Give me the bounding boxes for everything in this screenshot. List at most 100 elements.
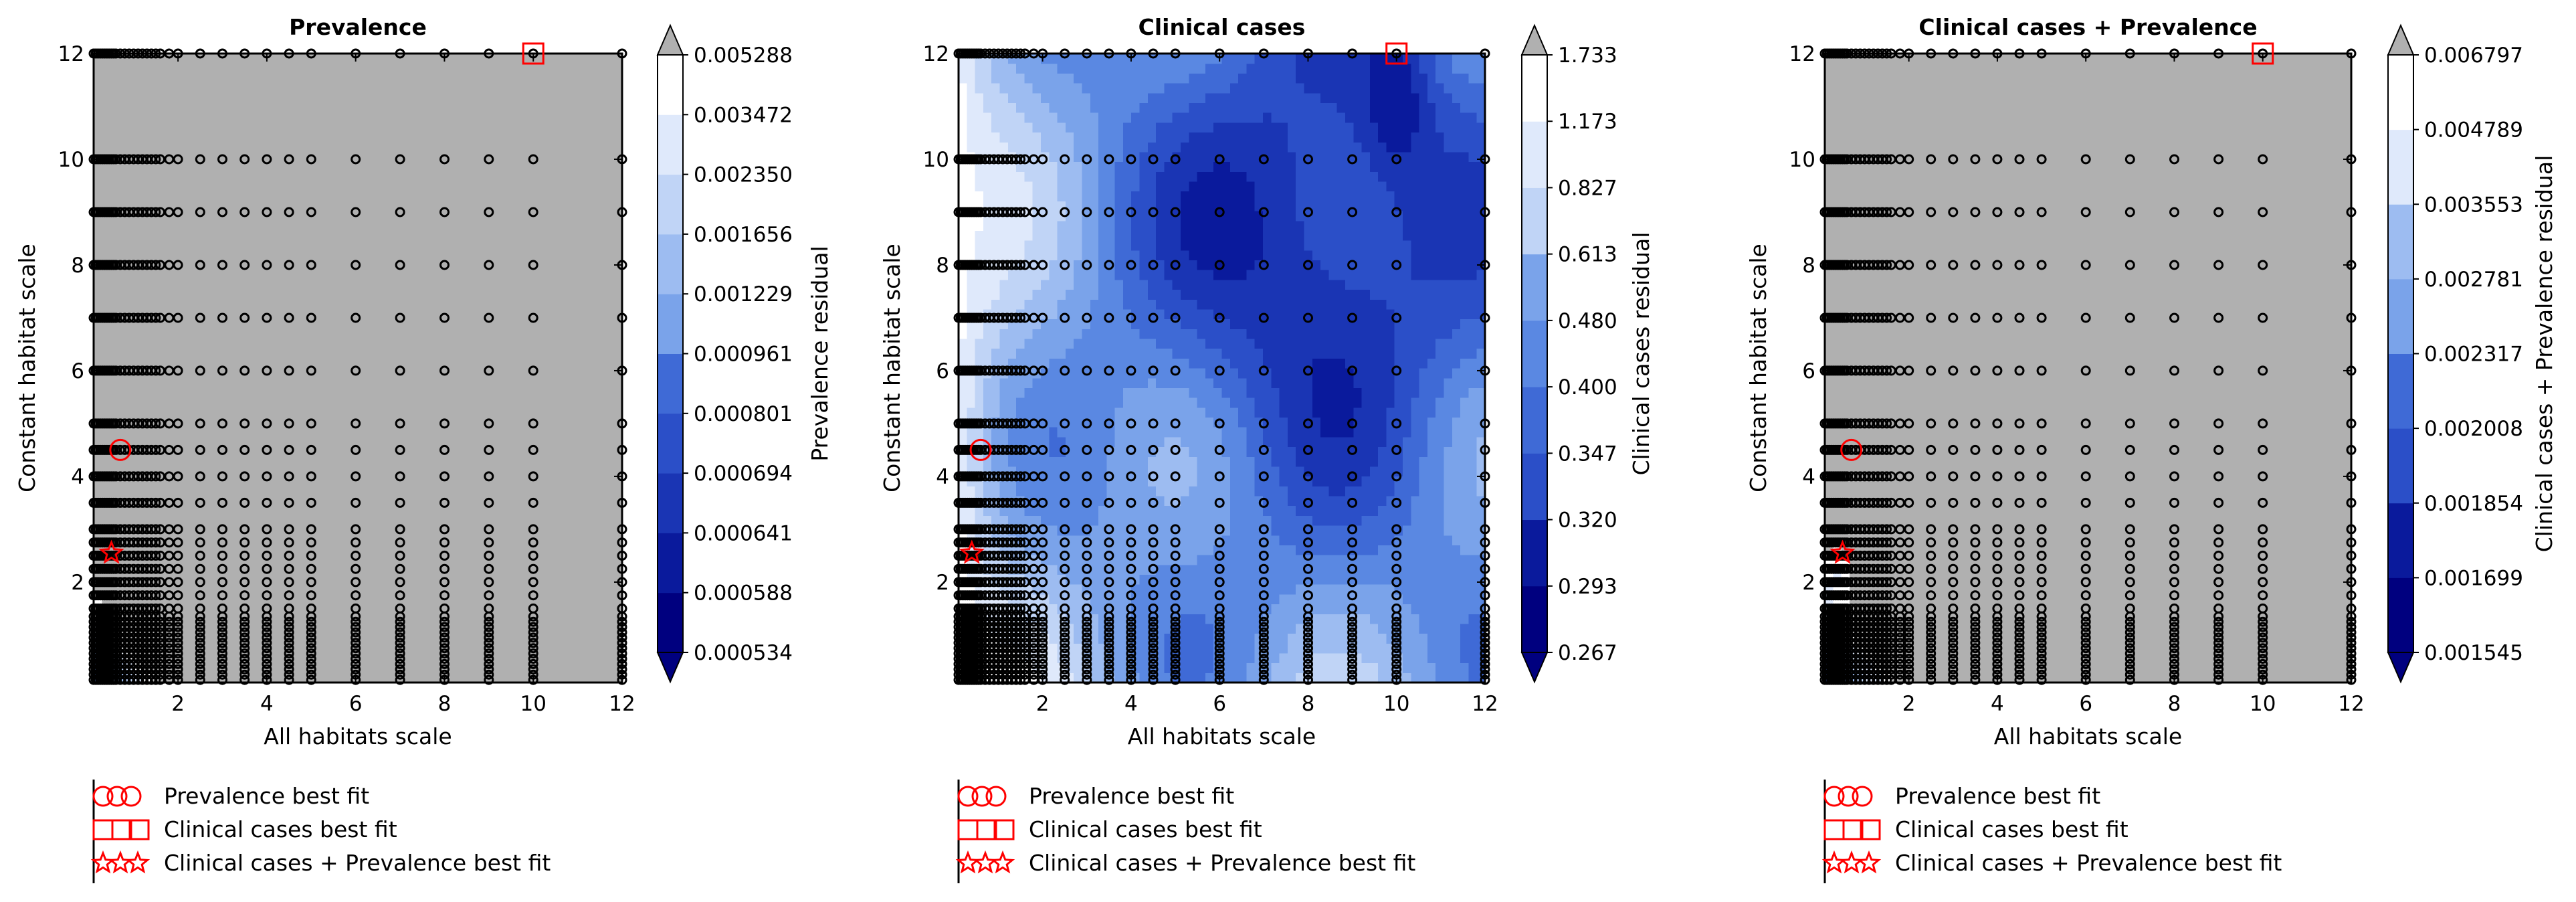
colorbar-tick-label: 0.827 <box>1558 176 1617 200</box>
sample-point <box>484 643 494 654</box>
sample-point <box>217 524 227 535</box>
x-tick-label: 6 <box>2079 692 2092 716</box>
sample-point <box>1391 550 1402 561</box>
sample-point <box>1904 312 1914 323</box>
sample-point <box>528 207 538 217</box>
sample-point <box>284 616 294 627</box>
sample-point <box>1391 365 1402 376</box>
sample-point <box>1992 497 2003 508</box>
sample-point <box>1992 616 2003 627</box>
colorbar-band <box>658 234 683 294</box>
sample-point <box>262 563 272 574</box>
sample-point <box>439 622 450 632</box>
sample-point <box>1970 664 1981 674</box>
sample-point <box>395 471 405 482</box>
sample-point <box>2169 444 2179 455</box>
legend-star-icon <box>108 850 133 874</box>
sample-point <box>195 674 205 685</box>
sample-point <box>484 577 494 588</box>
sample-point <box>1347 471 1358 482</box>
sample-point <box>173 207 183 217</box>
sample-point <box>1037 524 1048 535</box>
sample-point <box>2169 471 2179 482</box>
sample-point <box>2014 654 2025 664</box>
x-tick-label: 4 <box>260 692 274 716</box>
sample-point <box>1214 638 1225 648</box>
sample-point <box>1882 524 1892 535</box>
sample-point <box>2169 638 2179 648</box>
sample-point <box>2258 632 2268 643</box>
sample-point <box>351 643 361 654</box>
sample-point <box>2213 669 2224 680</box>
sample-point <box>2036 207 2047 217</box>
sample-point <box>2213 664 2224 674</box>
sample-point <box>528 365 538 376</box>
sample-point <box>2169 207 2179 217</box>
sample-point <box>2213 603 2224 614</box>
sample-point <box>1037 664 1048 674</box>
sample-point <box>1970 577 1981 588</box>
colorbar-extend-min <box>656 652 684 684</box>
sample-point <box>151 418 161 429</box>
legend-label: Clinical cases best fit <box>1895 816 2128 842</box>
sample-point <box>1258 632 1269 643</box>
sample-point <box>2036 674 2047 685</box>
sample-point <box>1948 674 1959 685</box>
sample-point <box>239 537 250 548</box>
sample-point <box>2036 603 2047 614</box>
sample-point <box>528 563 538 574</box>
legend-square-icon <box>111 819 132 840</box>
y-tick-label: 6 <box>936 359 949 383</box>
sample-point <box>195 563 205 574</box>
legend-circle-icon <box>1838 786 1859 807</box>
sample-point <box>1970 643 1981 654</box>
sample-point <box>1303 648 1313 659</box>
colorbar-frame <box>1521 54 1548 653</box>
sample-point <box>484 154 494 165</box>
sample-point <box>1126 444 1136 455</box>
colorbar-tick-label: 1.733 <box>1558 43 1617 68</box>
x-tick-label: 10 <box>1383 692 1409 716</box>
colorbar-tick-label: 0.613 <box>1558 243 1617 267</box>
sample-point <box>1303 537 1313 548</box>
sample-point <box>1347 638 1358 648</box>
colorbar-band <box>1522 254 1547 321</box>
sample-point <box>1060 312 1070 323</box>
sample-point <box>284 664 294 674</box>
colorbar-tick-label: 0.000694 <box>694 462 793 486</box>
sample-point <box>1948 471 1959 482</box>
sample-point <box>1015 207 1026 217</box>
legend-label: Clinical cases + Prevalence best fit <box>164 850 551 876</box>
legend-label: Prevalence best fit <box>1895 783 2100 809</box>
x-axis-label: All habitats scale <box>1994 723 2182 749</box>
sample-point <box>1258 312 1269 323</box>
sample-point <box>306 537 316 548</box>
sample-point <box>1904 622 1914 632</box>
colorbar-band <box>658 294 683 354</box>
sample-point <box>1082 603 1092 614</box>
sample-point <box>1082 260 1092 270</box>
sample-point <box>395 674 405 685</box>
sample-point <box>1904 563 1914 574</box>
sample-point <box>1126 603 1136 614</box>
plot-frame <box>1823 52 2353 684</box>
sample-point <box>1391 154 1402 165</box>
sample-point <box>351 654 361 664</box>
sample-point <box>1148 471 1159 482</box>
sample-point <box>1992 577 2003 588</box>
sample-point <box>2169 654 2179 664</box>
sample-point <box>2124 550 2135 561</box>
sample-point <box>2080 418 2091 429</box>
sample-point <box>217 471 227 482</box>
sample-point <box>2014 471 2025 482</box>
sample-points <box>1819 48 2357 685</box>
sample-point <box>1126 365 1136 376</box>
colorbar-tick-label: 0.002008 <box>2424 417 2523 441</box>
sample-point <box>2036 418 2047 429</box>
sample-point <box>2124 669 2135 680</box>
sample-point <box>439 658 450 669</box>
x-tick-label: 12 <box>609 692 635 716</box>
sample-point <box>528 638 538 648</box>
sample-point <box>195 365 205 376</box>
sample-point <box>2080 497 2091 508</box>
